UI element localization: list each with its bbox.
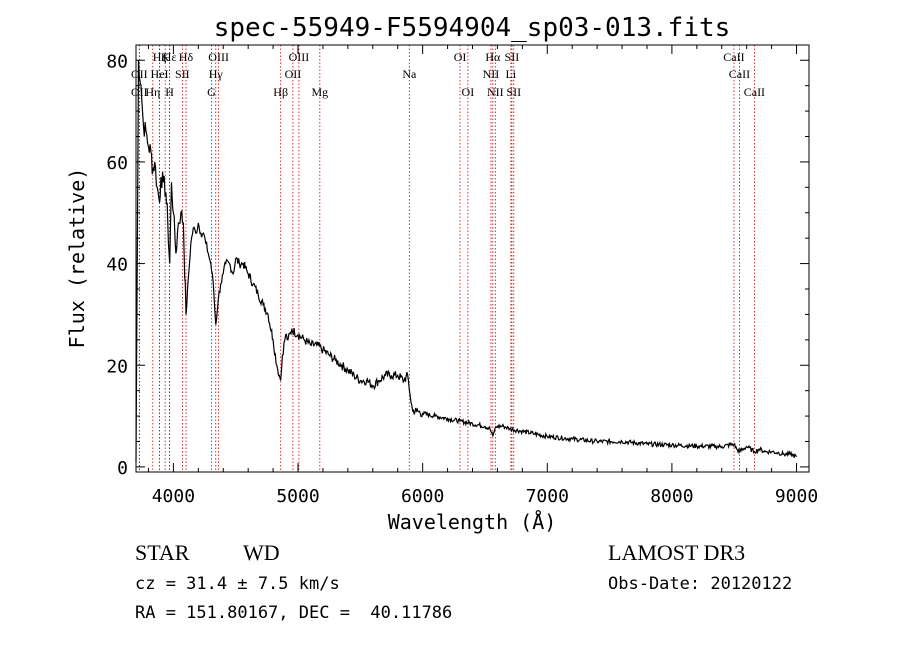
x-tick-label: 7000 <box>526 486 569 507</box>
coords-text: RA = 151.80167, DEC = 40.11786 <box>135 603 452 623</box>
line-label: Hβ <box>273 85 288 99</box>
line-label: Hζ <box>153 50 167 64</box>
x-axis: 4000 5000 6000 7000 8000 9000 <box>147 45 818 507</box>
x-tick-label: 6000 <box>401 486 444 507</box>
obs-date-text: Obs-Date: 20120122 <box>608 574 792 594</box>
y-axis-label: Flux (relative) <box>65 168 89 349</box>
line-label: Hδ <box>179 50 194 64</box>
line-label: G <box>207 85 216 99</box>
y-tick-label: 60 <box>106 153 128 174</box>
chart-title: spec-55949-F5594904_sp03-013.fits <box>214 13 731 43</box>
line-label: HeI <box>151 67 169 81</box>
survey-label: LAMOST DR3 <box>608 540 745 565</box>
line-label: K <box>161 50 170 64</box>
plot-frame <box>135 44 810 473</box>
line-label: SII <box>506 85 521 99</box>
line-label: CaII <box>744 85 765 99</box>
y-tick-label: 80 <box>106 51 128 72</box>
line-label: SII <box>505 50 520 64</box>
line-label: OIII <box>208 50 229 64</box>
line-label: OII <box>131 85 148 99</box>
line-label: OI <box>462 85 475 99</box>
x-tick-label: 8000 <box>650 486 693 507</box>
line-label: Li <box>506 67 517 81</box>
line-label: H <box>165 85 174 99</box>
line-label: NII <box>487 85 504 99</box>
y-tick-label: 40 <box>106 255 128 276</box>
y-axis: 0 20 40 60 80 <box>106 51 809 479</box>
line-label: OII <box>285 67 302 81</box>
line-label: Hη <box>145 85 160 99</box>
y-tick-label: 20 <box>106 356 128 377</box>
redshift-text: cz = 31.4 ± 7.5 km/s <box>135 574 340 594</box>
class-label: STAR <box>135 540 190 565</box>
x-tick-label: 4000 <box>152 486 195 507</box>
subclass-label: WD <box>243 540 280 565</box>
line-label: CaII <box>729 67 750 81</box>
line-label: Hα <box>485 50 501 64</box>
x-axis-label: Wavelength (Å) <box>388 510 557 534</box>
spectrum-line <box>135 60 798 462</box>
line-label: Mg <box>311 85 328 99</box>
line-label: OIII <box>289 50 310 64</box>
emission-line-markers <box>138 45 755 472</box>
line-label: Hγ <box>209 67 224 81</box>
line-label: OI <box>454 50 467 64</box>
line-label: Na <box>402 67 417 81</box>
x-tick-label: 9000 <box>775 486 818 507</box>
line-label: SII <box>175 67 190 81</box>
line-label: NII <box>483 67 500 81</box>
y-tick-label: 0 <box>117 458 128 479</box>
x-tick-label: 5000 <box>276 486 319 507</box>
line-label: CaII <box>723 50 744 64</box>
